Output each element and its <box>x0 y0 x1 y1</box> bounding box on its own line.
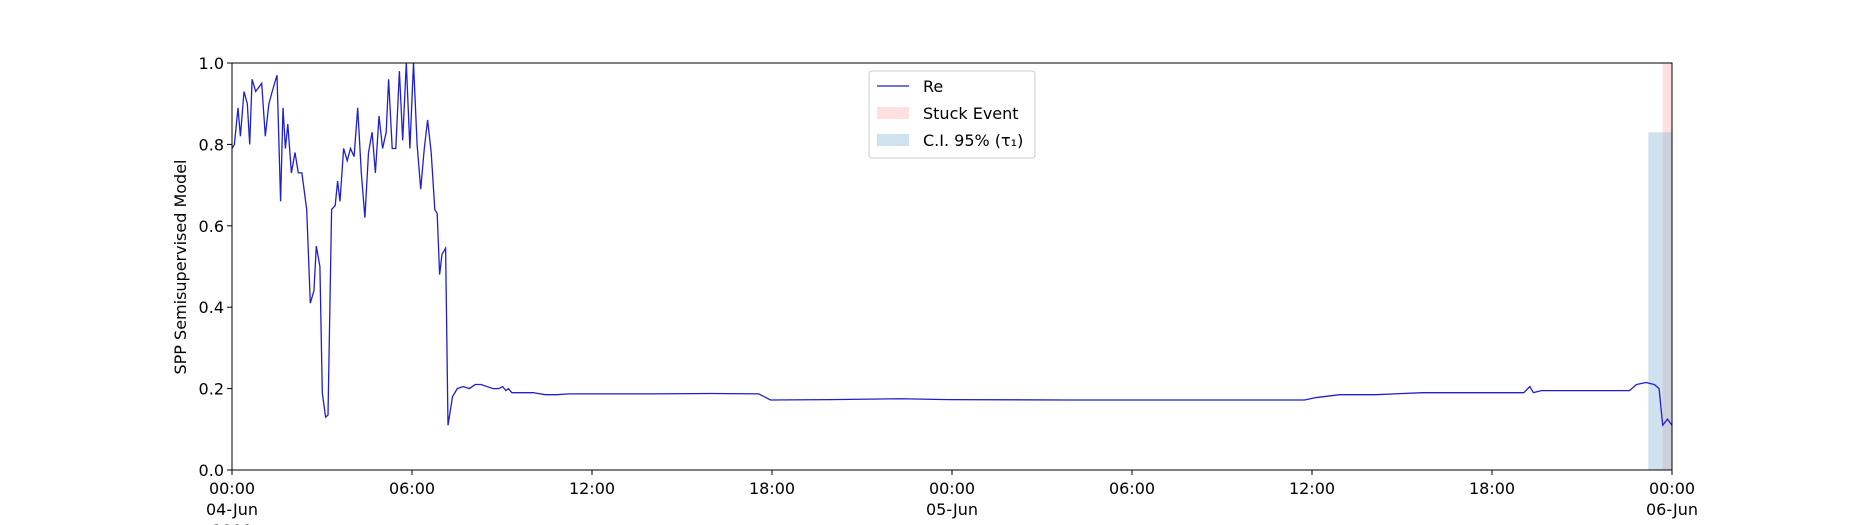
x-tick-label: 00:00 06-Jun <box>1645 479 1699 519</box>
y-axis-label: SPP Semisupervised Model <box>171 160 190 375</box>
x-tick-label: 12:00 <box>1288 479 1336 498</box>
y-tick-label: 0.4 <box>199 298 224 317</box>
y-tick-label: 1.0 <box>199 54 224 73</box>
legend-frame <box>868 70 1036 159</box>
x-tick-label: 00:00 05-Jun <box>925 479 979 519</box>
legend-label: Re <box>923 77 943 96</box>
x-tick-label: 18:00 <box>748 479 796 498</box>
legend-swatch <box>877 134 909 146</box>
y-tick-label: 0.2 <box>199 380 224 399</box>
x-tick-label: 12:00 <box>568 479 616 498</box>
legend: Re Stuck Event C.I. 95% (τ₁) <box>868 70 1036 159</box>
legend-swatch <box>877 107 909 119</box>
x-tick-label: 00:00 04-Jun 1900 <box>205 479 259 525</box>
y-tick-label: 0.8 <box>199 135 224 154</box>
legend-label: C.I. 95% (τ₁) <box>923 131 1023 150</box>
x-tick-label: 18:00 <box>1468 479 1516 498</box>
legend-label: Stuck Event <box>923 104 1019 123</box>
x-tick-label: 06:00 <box>388 479 436 498</box>
y-tick-label: 0.0 <box>199 461 224 480</box>
x-tick-label: 06:00 <box>1108 479 1156 498</box>
line <box>231 62 1673 427</box>
span <box>1662 63 1672 470</box>
y-tick-label: 0.6 <box>199 217 224 236</box>
span <box>1648 132 1672 470</box>
